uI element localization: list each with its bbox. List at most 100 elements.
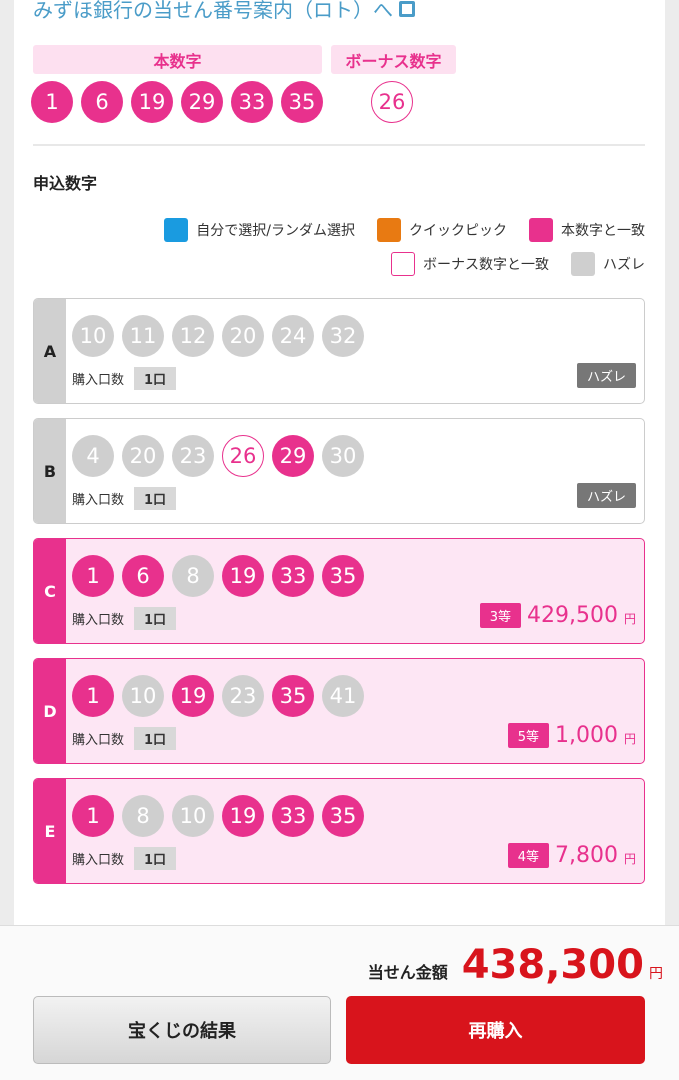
ticket-numbers: 10 11 12 20 24 32 bbox=[72, 315, 372, 357]
section-title: 申込数字 bbox=[33, 174, 98, 193]
lottery-results-button[interactable]: 宝くじの結果 bbox=[33, 996, 331, 1064]
legend-item: ボーナス数字と一致 bbox=[391, 252, 549, 276]
legend-label: ボーナス数字と一致 bbox=[423, 257, 549, 273]
purchase-quantity: 購入口数 1口 bbox=[72, 367, 177, 390]
main-number-ball: 35 bbox=[281, 81, 323, 123]
lose-badge: ハズレ bbox=[576, 483, 636, 508]
number-ball-miss: 11 bbox=[122, 315, 164, 357]
divider bbox=[33, 144, 645, 146]
number-ball-miss: 4 bbox=[72, 435, 114, 477]
lose-badge: ハズレ bbox=[576, 363, 636, 388]
total-yen: 円 bbox=[649, 966, 663, 982]
prize-rank-badge: 5等 bbox=[507, 723, 549, 748]
number-ball-miss: 41 bbox=[322, 675, 364, 717]
number-ball-hit: 35 bbox=[322, 555, 364, 597]
total-winnings: 当せん金額 438,300 円 bbox=[368, 942, 663, 988]
ticket-row-e: E 1 8 10 19 33 35 購入口数 1口 4等 7,800 円 bbox=[33, 778, 645, 884]
legend-swatch-icon bbox=[571, 252, 595, 276]
number-ball-hit: 6 bbox=[122, 555, 164, 597]
footer: 当せん金額 438,300 円 宝くじの結果 再購入 bbox=[0, 925, 679, 1080]
number-ball-hit: 35 bbox=[272, 675, 314, 717]
number-ball-hit: 19 bbox=[222, 795, 264, 837]
mizuho-link[interactable]: みずほ銀行の当せん番号案内（ロト）へ bbox=[33, 0, 415, 23]
number-ball-miss: 32 bbox=[322, 315, 364, 357]
result: 4等 7,800 円 bbox=[507, 843, 636, 868]
purchase-quantity: 購入口数 1口 bbox=[72, 487, 177, 510]
quantity-label: 購入口数 bbox=[72, 613, 125, 628]
legend-label: 本数字と一致 bbox=[561, 223, 645, 239]
legend-label: 自分で選択/ランダム選択 bbox=[196, 223, 355, 239]
quantity-value: 1口 bbox=[134, 727, 177, 750]
number-ball-miss: 8 bbox=[172, 555, 214, 597]
yen-unit: 円 bbox=[623, 852, 636, 866]
legend-row-1: 自分で選択/ランダム選択 クイックピック 本数字と一致 bbox=[164, 218, 645, 242]
ticket-numbers: 1 6 8 19 33 35 bbox=[72, 555, 372, 597]
prize-rank-badge: 4等 bbox=[507, 843, 549, 868]
legend-swatch-icon bbox=[529, 218, 553, 242]
number-ball-hit: 19 bbox=[222, 555, 264, 597]
row-letter: E bbox=[34, 779, 66, 883]
legend-swatch-icon bbox=[377, 218, 401, 242]
total-label: 当せん金額 bbox=[367, 963, 448, 982]
ticket-numbers: 4 20 23 26 29 30 bbox=[72, 435, 372, 477]
winning-numbers: 1 6 19 29 33 35 26 bbox=[31, 81, 421, 123]
legend-item: クイックピック bbox=[377, 218, 507, 242]
number-ball-miss: 10 bbox=[122, 675, 164, 717]
prize-amount: 429,500 bbox=[527, 603, 618, 628]
number-ball-miss: 23 bbox=[222, 675, 264, 717]
quantity-label: 購入口数 bbox=[72, 373, 125, 388]
link-label: みずほ銀行の当せん番号案内（ロト）へ bbox=[33, 0, 393, 22]
ticket-row-d: D 1 10 19 23 35 41 購入口数 1口 5等 1,000 円 bbox=[33, 658, 645, 764]
main-number-ball: 19 bbox=[131, 81, 173, 123]
number-ball-bonus: 26 bbox=[222, 435, 264, 477]
prize-amount: 1,000 bbox=[555, 723, 618, 748]
legend-label: ハズレ bbox=[603, 257, 645, 273]
purchase-quantity: 購入口数 1口 bbox=[72, 847, 177, 870]
rebuy-button[interactable]: 再購入 bbox=[346, 996, 645, 1064]
main-number-ball: 6 bbox=[81, 81, 123, 123]
number-ball-hit: 1 bbox=[72, 795, 114, 837]
number-ball-miss: 20 bbox=[222, 315, 264, 357]
number-ball-miss: 23 bbox=[172, 435, 214, 477]
external-window-icon bbox=[399, 0, 415, 17]
quantity-value: 1口 bbox=[134, 607, 177, 630]
ticket-row-a: A 10 11 12 20 24 32 購入口数 1口 ハズレ bbox=[33, 298, 645, 404]
main-number-ball: 33 bbox=[231, 81, 273, 123]
legend-row-2: ボーナス数字と一致 ハズレ bbox=[391, 252, 645, 276]
result: 5等 1,000 円 bbox=[507, 723, 636, 748]
number-ball-miss: 12 bbox=[172, 315, 214, 357]
legend-swatch-icon bbox=[391, 252, 415, 276]
number-ball-miss: 10 bbox=[172, 795, 214, 837]
ticket-numbers: 1 8 10 19 33 35 bbox=[72, 795, 372, 837]
quantity-label: 購入口数 bbox=[72, 853, 125, 868]
number-ball-miss: 30 bbox=[322, 435, 364, 477]
number-ball-hit: 1 bbox=[72, 675, 114, 717]
quantity-value: 1口 bbox=[134, 367, 177, 390]
row-letter: D bbox=[34, 659, 66, 763]
main-number-ball: 29 bbox=[181, 81, 223, 123]
number-ball-miss: 10 bbox=[72, 315, 114, 357]
number-ball-hit: 19 bbox=[172, 675, 214, 717]
quantity-value: 1口 bbox=[134, 487, 177, 510]
row-letter: B bbox=[34, 419, 66, 523]
result: 3等 429,500 円 bbox=[479, 603, 636, 628]
legend-item: ハズレ bbox=[571, 252, 645, 276]
row-letter: C bbox=[34, 539, 66, 643]
result: ハズレ bbox=[576, 483, 636, 508]
row-letter: A bbox=[34, 299, 66, 403]
prize-rank-badge: 3等 bbox=[479, 603, 521, 628]
ticket-numbers: 1 10 19 23 35 41 bbox=[72, 675, 372, 717]
total-amount: 438,300 bbox=[461, 942, 644, 988]
main-number-ball: 1 bbox=[31, 81, 73, 123]
ticket-row-b: B 4 20 23 26 29 30 購入口数 1口 ハズレ bbox=[33, 418, 645, 524]
legend-item: 本数字と一致 bbox=[529, 218, 645, 242]
number-ball-hit: 33 bbox=[272, 795, 314, 837]
quantity-label: 購入口数 bbox=[72, 493, 125, 508]
prize-amount: 7,800 bbox=[555, 843, 618, 868]
bonus-number-label: ボーナス数字 bbox=[331, 45, 456, 74]
bonus-number-ball: 26 bbox=[371, 81, 413, 123]
number-ball-hit: 29 bbox=[272, 435, 314, 477]
quantity-value: 1口 bbox=[134, 847, 177, 870]
number-ball-hit: 35 bbox=[322, 795, 364, 837]
number-ball-miss: 24 bbox=[272, 315, 314, 357]
